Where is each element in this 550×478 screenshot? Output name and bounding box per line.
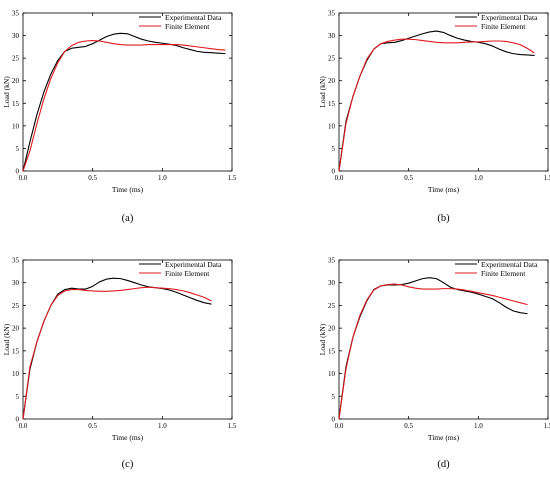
y-tick-label: 20 (328, 325, 336, 333)
y-tick-label: 5 (332, 393, 336, 401)
y-tick-label: 30 (328, 32, 336, 40)
x-axis-label: Time (ms) (428, 185, 460, 194)
y-tick-label: 15 (12, 100, 20, 108)
legend-entry: Finite Element (165, 269, 210, 278)
x-axis-label: Time (ms) (428, 433, 460, 442)
x-tick-label: 0.5 (88, 174, 97, 182)
panel-label: (a) (122, 213, 134, 224)
plot-frame (22, 259, 233, 420)
y-tick-label: 15 (328, 347, 336, 355)
x-tick-label: 1.0 (158, 422, 167, 430)
series-line-finite-element (22, 39, 226, 172)
y-axis-label: Load (kN) (318, 323, 327, 355)
y-tick-label: 5 (332, 145, 336, 153)
x-tick-label: 0.0 (335, 174, 344, 182)
panel-label: (b) (437, 213, 450, 224)
y-tick-label: 10 (328, 122, 336, 130)
legend-entry: Experimental Data (165, 260, 222, 269)
y-tick-label: 20 (12, 325, 20, 333)
y-tick-label: 15 (12, 347, 20, 355)
legend-entry: Finite Element (481, 22, 526, 31)
x-axis-label: Time (ms) (112, 185, 144, 194)
x-tick-label: 0.5 (404, 174, 413, 182)
x-tick-label: 0.0 (335, 422, 344, 430)
series-line-experimental (22, 277, 212, 420)
chart-panel-3: 0 5 10 15 20 25 30 35 0.0 0.5 1.0 1.5 Time (ms) Load … (2, 257, 237, 471)
x-tick-label: 0.5 (88, 422, 97, 430)
chart-panel-1: 0 5 10 15 20 25 30 35 0.0 0.5 1.0 1.5 Time (ms) Load … (2, 10, 237, 225)
chart-panel-4: 0 5 10 15 20 25 30 35 0.0 0.5 1.0 1.5 Time (ms) Load … (318, 257, 550, 471)
y-tick-label: 35 (328, 10, 336, 18)
x-tick-label: 1.0 (474, 422, 483, 430)
y-tick-label: 10 (12, 122, 20, 130)
y-tick-label: 25 (328, 55, 336, 63)
y-tick-label: 5 (16, 145, 20, 153)
x-tick-label: 1.5 (544, 422, 550, 430)
legend-entry: Finite Element (481, 269, 526, 278)
y-tick-label: 35 (12, 10, 20, 18)
x-tick-label: 1.0 (474, 174, 483, 182)
legend-entry: Finite Element (165, 22, 210, 31)
y-tick-label: 25 (12, 55, 20, 63)
x-tick-label: 1.5 (228, 174, 237, 182)
y-tick-label: 20 (12, 77, 20, 85)
y-tick-label: 10 (328, 370, 336, 378)
series-line-finite-element (338, 283, 528, 420)
x-tick-label: 0.0 (19, 422, 28, 430)
y-tick-label: 15 (328, 100, 336, 108)
panel-label: (d) (437, 459, 450, 470)
x-tick-label: 1.5 (544, 174, 550, 182)
y-tick-label: 35 (328, 257, 336, 265)
panel-label: (c) (122, 459, 134, 470)
plot-frame (338, 259, 549, 420)
y-tick-label: 35 (12, 257, 20, 265)
series-line-finite-element (338, 38, 535, 172)
series-line-experimental (338, 30, 535, 172)
plot-frame (22, 12, 233, 172)
x-tick-label: 0.0 (19, 174, 28, 182)
legend-entry: Experimental Data (481, 13, 538, 22)
legend-entry: Experimental Data (481, 260, 538, 269)
x-tick-label: 1.5 (228, 422, 237, 430)
series-line-experimental (22, 32, 226, 172)
y-tick-label: 0 (332, 168, 336, 176)
y-tick-label: 30 (12, 279, 20, 287)
y-tick-label: 25 (12, 302, 20, 310)
y-axis-label: Load (kN) (2, 76, 11, 108)
y-tick-label: 0 (16, 168, 20, 176)
plot-frame (338, 12, 549, 172)
y-tick-label: 30 (328, 279, 336, 287)
legend-entry: Experimental Data (165, 13, 222, 22)
y-tick-label: 10 (12, 370, 20, 378)
y-tick-label: 20 (328, 77, 336, 85)
y-axis-label: Load (kN) (318, 76, 327, 108)
y-tick-label: 0 (332, 416, 336, 424)
chart-panel-2: 0 5 10 15 20 25 30 35 0.0 0.5 1.0 1.5 Time (ms) Load … (318, 10, 550, 225)
x-tick-label: 0.5 (404, 422, 413, 430)
x-axis-label: Time (ms) (112, 433, 144, 442)
y-tick-label: 5 (16, 393, 20, 401)
x-tick-label: 1.0 (158, 174, 167, 182)
y-axis-label: Load (kN) (2, 323, 11, 355)
y-tick-label: 25 (328, 302, 336, 310)
y-tick-label: 0 (16, 416, 20, 424)
y-tick-label: 30 (12, 32, 20, 40)
series-line-finite-element (22, 286, 212, 420)
